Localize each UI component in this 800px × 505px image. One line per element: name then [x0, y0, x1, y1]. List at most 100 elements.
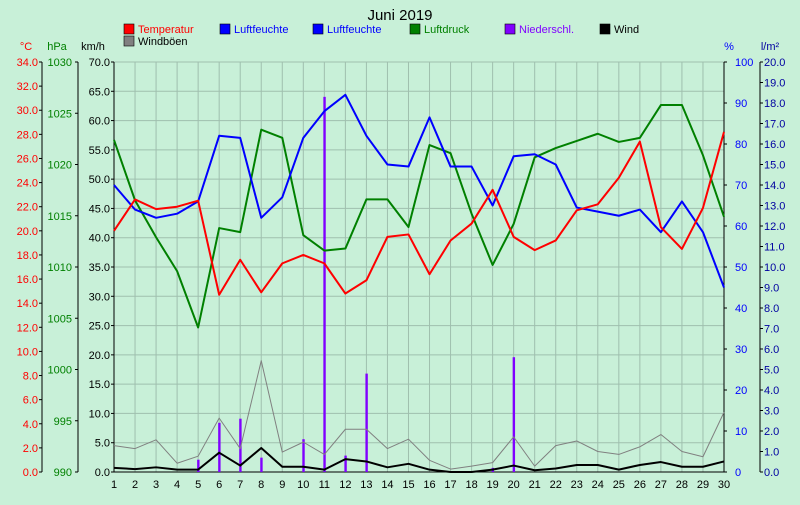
wind-tick-label: 25.0	[89, 321, 110, 333]
temperature-tick-label: 28.0	[17, 129, 38, 141]
precip-tick-label: 1.0	[764, 447, 779, 459]
humidity-tick-label: 40	[735, 303, 747, 315]
pressure-tick-label: 990	[54, 467, 72, 479]
luftdruck-line	[113, 104, 725, 329]
legend-label: Wind	[614, 24, 639, 36]
legend-swatch	[504, 23, 516, 35]
pressure-tick-label: 1030	[48, 57, 72, 69]
precip-tick-label: 17.0	[764, 119, 785, 131]
x-tick-label: 13	[360, 479, 372, 491]
x-tick-label: 25	[613, 479, 625, 491]
x-tick-label: 5	[195, 479, 201, 491]
temperature-tick-label: 0.0	[23, 467, 38, 479]
temperature-tick-label: 20.0	[17, 226, 38, 238]
temperature-tick-label: 14.0	[17, 298, 38, 310]
precip-bar	[365, 373, 368, 472]
legend-label: Temperatur	[138, 24, 194, 36]
temperature-tick-label: 24.0	[17, 178, 38, 190]
wind-tick-label: 5.0	[95, 438, 110, 450]
humidity-tick-label: 70	[735, 180, 747, 192]
legend-swatch	[123, 23, 135, 35]
x-tick-label: 30	[718, 479, 730, 491]
temperature-tick-label: 34.0	[17, 57, 38, 69]
wind-tick-label: 35.0	[89, 262, 110, 274]
precip-tick-label: 8.0	[764, 303, 779, 315]
x-tick-label: 26	[634, 479, 646, 491]
x-tick-label: 10	[297, 479, 309, 491]
temperature-tick-label: 30.0	[17, 105, 38, 117]
x-tick-label: 3	[153, 479, 159, 491]
x-tick-label: 24	[592, 479, 604, 491]
wind-tick-label: 70.0	[89, 57, 110, 69]
temperature-tick-label: 26.0	[17, 153, 38, 165]
x-tick-label: 17	[444, 479, 456, 491]
precip-bar	[260, 457, 263, 472]
pressure-tick-label: 1010	[48, 262, 72, 274]
temperature-tick-label: 22.0	[17, 202, 38, 214]
precip-bar	[344, 455, 347, 472]
precip-tick-label: 0.0	[764, 467, 779, 479]
precip-tick-label: 19.0	[764, 78, 785, 90]
temperature-tick-label: 4.0	[23, 419, 38, 431]
pressure-tick-label: 1020	[48, 160, 72, 172]
wind-tick-label: 65.0	[89, 86, 110, 98]
precip-tick-label: 3.0	[764, 406, 779, 418]
wind-tick-label: 0.0	[95, 467, 110, 479]
x-tick-label: 2	[132, 479, 138, 491]
x-tick-label: 22	[550, 479, 562, 491]
windb-en-line	[113, 360, 725, 470]
wind-tick-label: 15.0	[89, 379, 110, 391]
wind-tick-label: 55.0	[89, 145, 110, 157]
x-tick-label: 29	[697, 479, 709, 491]
temperature-tick-label: 6.0	[23, 395, 38, 407]
precip-tick-label: 5.0	[764, 365, 779, 377]
humidity-tick-label: 90	[735, 98, 747, 110]
precip-tick-label: 9.0	[764, 283, 779, 295]
legend: Temperatur Luftfeuchte Luftfeuchte Luftdruc…	[123, 23, 639, 48]
precip-tick-label: 7.0	[764, 324, 779, 336]
humidity-tick-label: 50	[735, 262, 747, 274]
humidity-tick-label: 30	[735, 344, 747, 356]
legend-label: Niederschl.	[519, 24, 574, 36]
precip-bar	[218, 422, 221, 472]
x-tick-label: 21	[529, 479, 541, 491]
precip-tick-label: 10.0	[764, 262, 785, 274]
precip-unit-label: l/m²	[761, 41, 780, 53]
x-tick-label: 4	[174, 479, 180, 491]
legend-label: Luftfeuchte	[327, 24, 381, 36]
humidity-tick-label: 10	[735, 426, 747, 438]
precip-bar	[197, 459, 200, 472]
x-tick-label: 20	[508, 479, 520, 491]
wind-unit-label: km/h	[81, 41, 105, 53]
wind-tick-label: 60.0	[89, 116, 110, 128]
temperature-tick-label: 8.0	[23, 371, 38, 383]
precip-tick-label: 11.0	[764, 242, 785, 254]
temperatur-line	[113, 131, 725, 296]
humidity-tick-label: 20	[735, 385, 747, 397]
x-tick-label: 27	[655, 479, 667, 491]
legend-swatch	[599, 23, 611, 35]
wind-tick-label: 50.0	[89, 174, 110, 186]
wind-line	[113, 446, 725, 473]
wind-tick-label: 20.0	[89, 350, 110, 362]
wind-tick-label: 45.0	[89, 203, 110, 215]
temperature-tick-label: 12.0	[17, 322, 38, 334]
precip-tick-label: 4.0	[764, 385, 779, 397]
x-tick-label: 6	[216, 479, 222, 491]
legend-label: Luftfeuchte	[234, 24, 288, 36]
legend-swatch	[409, 23, 421, 35]
pressure-tick-label: 1015	[48, 211, 72, 223]
legend-swatch	[312, 23, 324, 35]
precip-tick-label: 6.0	[764, 344, 779, 356]
x-tick-label: 23	[571, 479, 583, 491]
x-tick-label: 15	[402, 479, 414, 491]
x-tick-label: 1	[111, 479, 117, 491]
precip-tick-label: 13.0	[764, 201, 785, 213]
wind-tick-label: 30.0	[89, 291, 110, 303]
temperature-tick-label: 16.0	[17, 274, 38, 286]
x-tick-label: 19	[486, 479, 498, 491]
pressure-tick-label: 1005	[48, 313, 72, 325]
precip-tick-label: 14.0	[764, 180, 785, 192]
